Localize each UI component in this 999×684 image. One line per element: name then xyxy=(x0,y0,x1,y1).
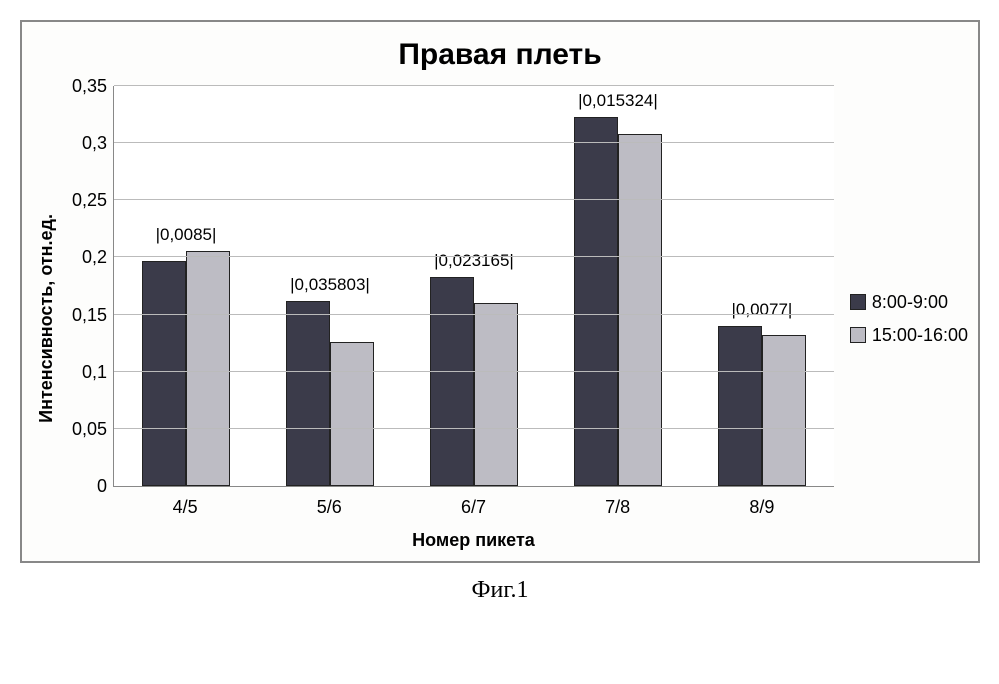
data-label: |0,0085| xyxy=(156,225,217,247)
data-label: |0,015324| xyxy=(578,91,658,113)
gridline xyxy=(114,142,834,143)
yaxis-spacer xyxy=(57,487,113,551)
x-tick: 8/9 xyxy=(690,497,834,518)
bar xyxy=(718,326,762,486)
bar-group: |0,035803| xyxy=(258,86,402,486)
x-tick: 7/8 xyxy=(546,497,690,518)
bar xyxy=(618,134,662,486)
legend-item: 15:00-16:00 xyxy=(850,325,968,346)
data-label: |0,035803| xyxy=(290,275,370,297)
gridline xyxy=(114,314,834,315)
chart-body: Интенсивность, отн.ед. 0,350,30,250,20,1… xyxy=(32,86,968,551)
legend: 8:00-9:00 15:00-16:00 xyxy=(834,292,968,346)
chart-frame: Правая плеть Интенсивность, отн.ед. 0,35… xyxy=(20,20,980,563)
bar-group: |0,015324| xyxy=(546,86,690,486)
bar xyxy=(286,301,330,486)
plot-row: 0,350,30,250,20,150,10,050 |0,0085| |0,03… xyxy=(57,86,834,487)
gridline xyxy=(114,199,834,200)
x-tick: 5/6 xyxy=(257,497,401,518)
x-tick: 4/5 xyxy=(113,497,257,518)
data-label: |0,0077| xyxy=(732,300,793,322)
bar-group: |0,023165| xyxy=(402,86,546,486)
gridline xyxy=(114,371,834,372)
bar xyxy=(330,342,374,486)
figure-wrap: Правая плеть Интенсивность, отн.ед. 0,35… xyxy=(20,20,980,604)
bars-container: |0,0085| |0,035803| |0,023165| |0,015324| |0… xyxy=(114,86,834,486)
chart-title: Правая плеть xyxy=(32,38,968,72)
bar-group: |0,0085| xyxy=(114,86,258,486)
legend-label: 8:00-9:00 xyxy=(872,292,948,313)
legend-swatch xyxy=(850,327,866,343)
x-tick: 6/7 xyxy=(401,497,545,518)
plot-column: 0,350,30,250,20,150,10,050 |0,0085| |0,03… xyxy=(57,86,834,551)
bar xyxy=(574,117,618,486)
legend-label: 15:00-16:00 xyxy=(872,325,968,346)
bar xyxy=(474,303,518,486)
legend-swatch xyxy=(850,294,866,310)
x-axis: 4/55/66/77/88/9 xyxy=(113,487,834,518)
plot-area: |0,0085| |0,035803| |0,023165| |0,015324| |0… xyxy=(113,86,834,487)
gridline xyxy=(114,256,834,257)
bar xyxy=(430,277,474,486)
bar xyxy=(186,251,230,486)
legend-item: 8:00-9:00 xyxy=(850,292,968,313)
bar xyxy=(142,261,186,486)
bar-group: |0,0077| xyxy=(690,86,834,486)
figure-caption: Фиг.1 xyxy=(20,577,980,604)
y-axis: 0,350,30,250,20,150,10,050 xyxy=(57,86,113,486)
gridline xyxy=(114,428,834,429)
gridline xyxy=(114,85,834,86)
bar xyxy=(762,335,806,486)
data-label: |0,023165| xyxy=(434,251,514,273)
x-axis-label: Номер пикета xyxy=(113,530,834,551)
y-axis-label: Интенсивность, отн.ед. xyxy=(32,214,57,423)
